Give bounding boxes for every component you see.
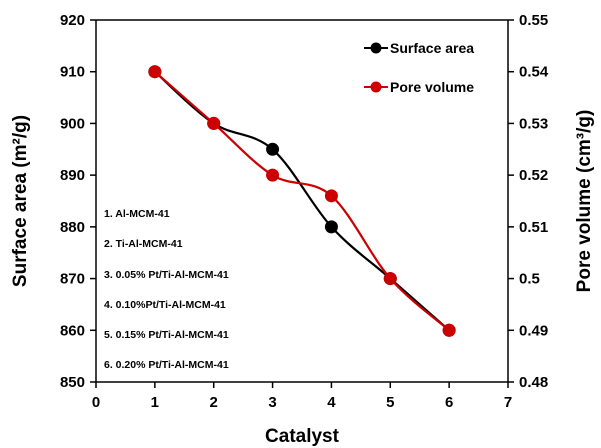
x-tick-label: 7	[504, 394, 512, 411]
data-point-pore-volume	[442, 323, 456, 337]
y-right-tick-label: 0.5	[519, 271, 540, 288]
catalyst-note-4: 4. 0.10%Pt/Ti-Al-MCM-41	[104, 299, 226, 311]
y-right-tick-label: 0.54	[519, 64, 549, 81]
y-left-axis-label: Surface area (m²/g)	[10, 115, 31, 287]
y-right-tick-label: 0.53	[519, 115, 548, 132]
catalyst-note-3: 3. 0.05% Pt/Ti-Al-MCM-41	[104, 269, 229, 281]
data-point-pore-volume	[324, 189, 338, 203]
series-layer	[148, 65, 456, 337]
catalyst-note-5: 5. 0.15% Pt/Ti-Al-MCM-41	[104, 329, 229, 341]
x-tick-label: 0	[92, 394, 100, 411]
legend-pore-volume-marker	[370, 81, 382, 93]
x-tick-label: 3	[268, 394, 276, 411]
y-left-tick-label: 870	[60, 271, 85, 288]
legend-pore-volume-label: Pore volume	[390, 79, 474, 95]
y-right-axis-label: Pore volume (cm³/g)	[574, 110, 595, 293]
data-point-pore-volume	[207, 116, 221, 130]
y-right-tick-label: 0.51	[519, 219, 548, 236]
x-axis-label: Catalyst	[265, 426, 340, 447]
y-right-tick-label: 0.48	[519, 374, 548, 391]
y-right-axis-ticks: 0.48 0.49 0.5 0.51 0.52 0.53 0.54 0.55	[508, 12, 549, 391]
x-tick-label: 2	[210, 394, 218, 411]
y-left-tick-label: 910	[60, 64, 85, 81]
y-left-tick-label: 920	[60, 12, 85, 29]
y-left-axis-ticks: 850 860 870 880 890 900 910 920	[60, 12, 96, 391]
y-left-tick-label: 850	[60, 374, 85, 391]
y-right-tick-label: 0.49	[519, 322, 548, 339]
y-left-tick-label: 900	[60, 115, 85, 132]
catalyst-note-6: 6. 0.20% Pt/Ti-Al-MCM-41	[104, 359, 229, 371]
data-point-pore-volume	[266, 168, 280, 182]
y-left-tick-label: 860	[60, 322, 85, 339]
x-tick-label: 4	[327, 394, 336, 411]
x-tick-label: 6	[445, 394, 453, 411]
y-right-tick-label: 0.55	[519, 12, 548, 29]
data-point-surface-area	[266, 142, 280, 156]
legend: Surface area Pore volume	[364, 40, 474, 95]
data-point-pore-volume	[383, 272, 397, 286]
data-point-surface-area	[324, 220, 338, 234]
x-tick-label: 1	[151, 394, 159, 411]
y-left-tick-label: 880	[60, 219, 85, 236]
x-tick-label: 5	[386, 394, 394, 411]
y-left-tick-label: 890	[60, 167, 85, 184]
legend-surface-area-label: Surface area	[390, 40, 474, 56]
data-point-pore-volume	[148, 65, 162, 79]
catalyst-notes: 1. Al-MCM-41 2. Ti-Al-MCM-41 3. 0.05% Pt…	[104, 208, 229, 371]
catalyst-note-1: 1. Al-MCM-41	[104, 208, 170, 220]
x-axis-ticks: 0 1 2 3 4 5 6 7	[92, 382, 512, 411]
catalyst-note-2: 2. Ti-Al-MCM-41	[104, 238, 183, 250]
y-right-tick-label: 0.52	[519, 167, 548, 184]
legend-surface-area-marker	[370, 42, 382, 54]
